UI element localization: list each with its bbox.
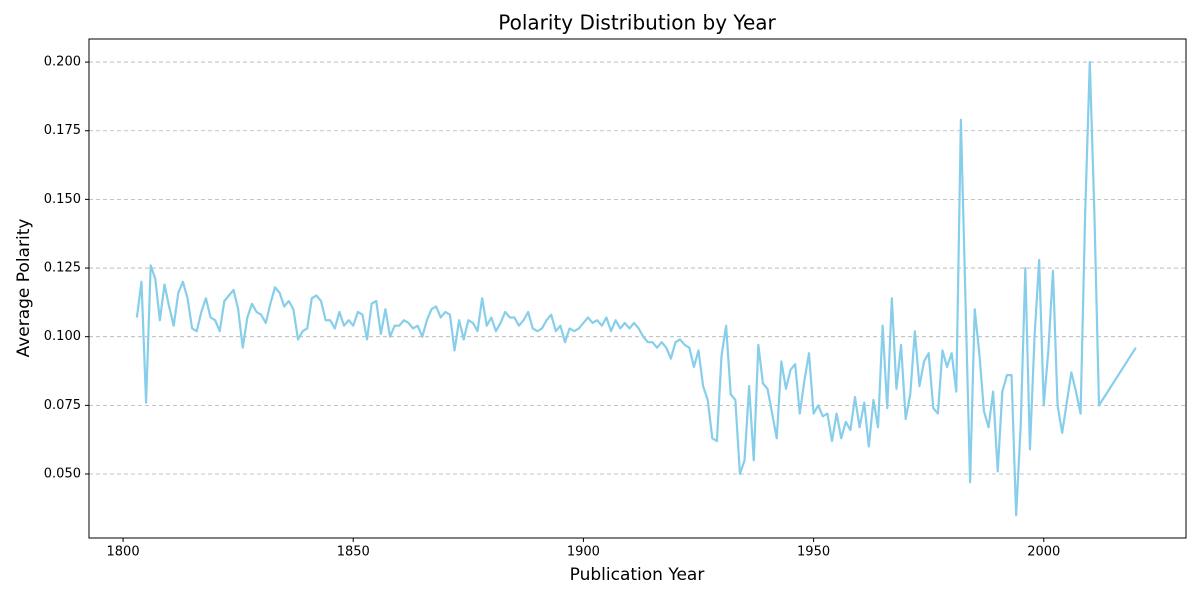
y-axis-label: Average Polarity bbox=[14, 219, 34, 358]
data-line bbox=[135, 60, 1137, 517]
chart-title: Polarity Distribution by Year bbox=[498, 11, 776, 35]
x-tick-label: 1800 bbox=[107, 545, 140, 560]
x-tick-label: 1950 bbox=[797, 545, 830, 560]
y-tick-label: 0.175 bbox=[44, 123, 81, 138]
y-tick-label: 0.200 bbox=[44, 55, 81, 70]
y-tick-label: 0.125 bbox=[44, 261, 81, 276]
y-tick-label: 0.100 bbox=[44, 329, 81, 344]
y-tick-label: 0.075 bbox=[44, 398, 81, 413]
y-tick-label: 0.150 bbox=[44, 192, 81, 207]
plot-frame bbox=[88, 38, 1187, 539]
x-tick-label: 1900 bbox=[567, 545, 600, 560]
x-axis-label: Publication Year bbox=[570, 565, 705, 585]
x-tick-label: 2000 bbox=[1027, 545, 1060, 560]
y-tick-label: 0.050 bbox=[44, 467, 81, 482]
x-tick-label: 1850 bbox=[337, 545, 370, 560]
